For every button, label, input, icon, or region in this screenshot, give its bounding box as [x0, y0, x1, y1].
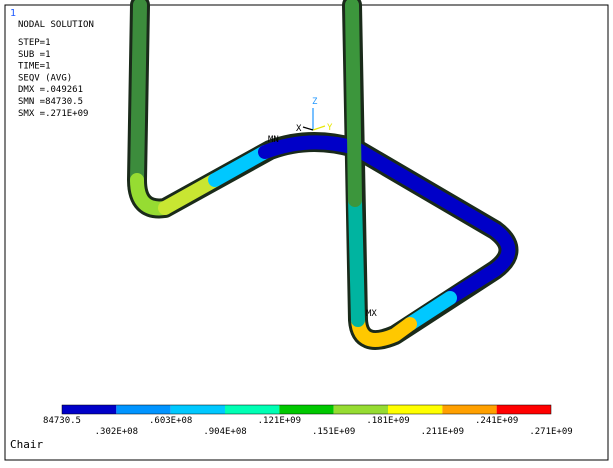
triad-y: Y	[327, 123, 333, 133]
legend-swatch	[170, 405, 225, 414]
legend-swatch	[442, 405, 497, 414]
triad-x: X	[296, 124, 302, 134]
header-line: STEP=1	[18, 38, 51, 48]
frame	[4, 4, 609, 461]
legend-swatch	[116, 405, 171, 414]
legend-swatch	[279, 405, 334, 414]
legend: 84730.5 .302E+08 .603E+08 .904E+08 .121E+09.…	[43, 404, 573, 437]
min-marker: MN	[268, 135, 279, 145]
legend-swatch	[496, 405, 551, 414]
legend-label: .151E+09	[312, 427, 355, 437]
header-line: DMX =.049261	[18, 85, 83, 95]
legend-swatch	[333, 405, 388, 414]
legend-swatch	[62, 405, 117, 414]
header-line: SUB =1	[18, 50, 51, 60]
header-line: SEQV (AVG)	[18, 73, 72, 83]
legend-label: .271E+09	[529, 427, 572, 437]
legend-label: .211E+09	[421, 427, 464, 437]
window-number: 1	[10, 8, 16, 19]
legend-label: .302E+08	[95, 427, 138, 437]
legend-border	[61, 404, 552, 415]
legend-label: .121E+09	[258, 416, 301, 426]
legend-label: .603E+08	[149, 416, 192, 426]
header-title: NODAL SOLUTION	[18, 20, 94, 30]
footer-title: Chair	[10, 438, 43, 451]
tube-model	[127, 0, 519, 350]
max-marker: MX	[366, 309, 377, 319]
axis-triad	[302, 108, 326, 131]
legend-label: .181E+09	[366, 416, 409, 426]
legend-label: .904E+08	[203, 427, 246, 437]
legend-label: 84730.5	[43, 416, 81, 426]
header-line: SMX =.271E+09	[18, 109, 88, 119]
triad-z: Z	[312, 97, 318, 107]
legend-label: .241E+09	[475, 416, 518, 426]
legend-swatch	[225, 405, 280, 414]
header-line: TIME=1	[18, 62, 51, 72]
legend-swatch	[388, 405, 443, 414]
header-line: SMN =84730.5	[18, 97, 83, 107]
